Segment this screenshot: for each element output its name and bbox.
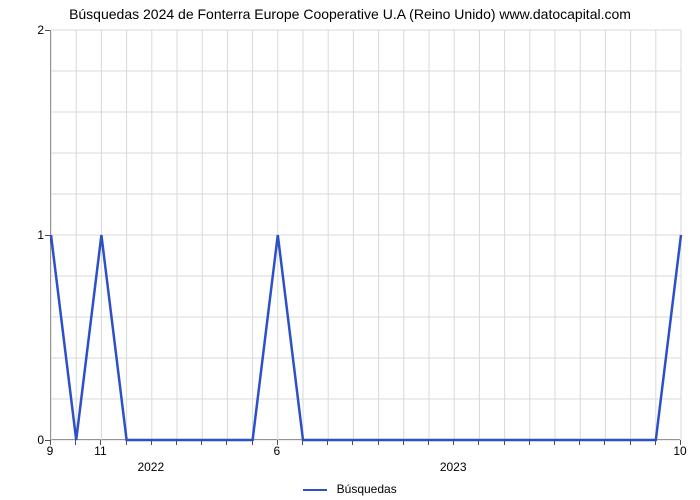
x-tick-label: 11 [94, 444, 106, 458]
series-line [51, 235, 681, 440]
y-tick-label: 2 [4, 23, 44, 37]
x-year-label: 2022 [137, 460, 164, 474]
x-tick-label: 6 [273, 444, 280, 458]
series-layer [51, 30, 680, 439]
y-tick-label: 1 [4, 228, 44, 242]
legend-label: Búsquedas [337, 482, 397, 496]
line-chart: Búsquedas 2024 de Fonterra Europe Cooper… [0, 0, 700, 500]
legend-swatch [303, 489, 327, 491]
chart-title: Búsquedas 2024 de Fonterra Europe Cooper… [0, 6, 700, 22]
legend: Búsquedas [0, 482, 700, 496]
x-tick-label: 10 [673, 444, 686, 458]
x-year-label: 2023 [440, 460, 467, 474]
plot-area [50, 30, 680, 440]
x-tick-label: 9 [47, 444, 54, 458]
y-tick-label: 0 [4, 433, 44, 447]
